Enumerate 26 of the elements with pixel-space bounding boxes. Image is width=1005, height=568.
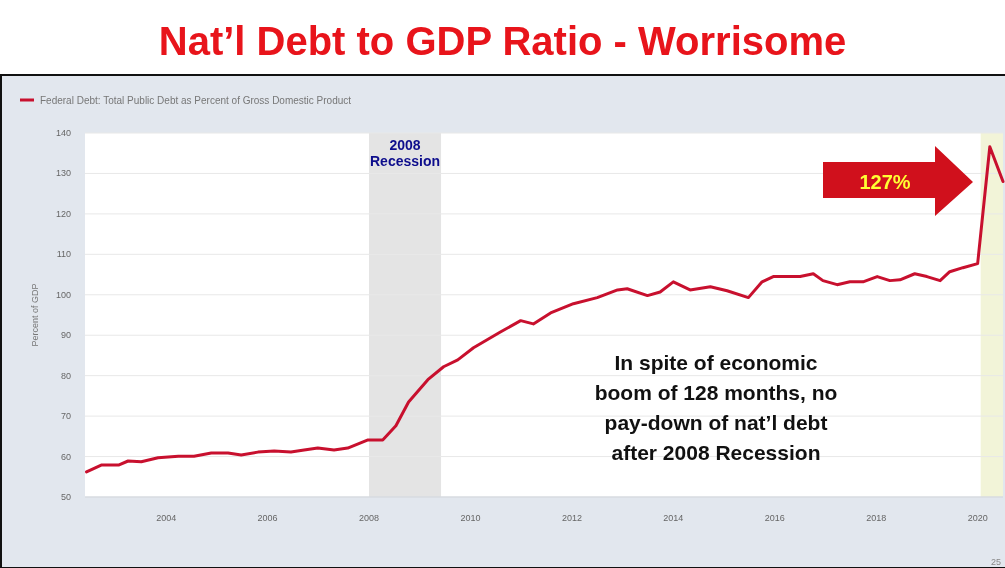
band-label: 2008 Recession: [370, 137, 441, 169]
y-tick-label: 90: [60, 330, 71, 341]
legend-label: Federal Debt: Total Public Debt as Percent of Gross Domestic Product: [40, 95, 352, 106]
x-tick-label: 2010: [460, 513, 481, 523]
y-tick-label: 120: [55, 208, 71, 219]
x-tick-label: 2004: [156, 513, 177, 523]
y-tick-label: 70: [60, 411, 71, 422]
y-tick-label: 130: [55, 168, 71, 179]
y-tick-label: 100: [55, 289, 71, 300]
y-tick-label: 110: [56, 249, 71, 260]
y-axis-title: Percent of GDP: [30, 283, 40, 347]
x-tick-label: 2006: [257, 513, 278, 523]
text: 25: [990, 557, 1001, 567]
x-tick-label: 2016: [764, 513, 785, 523]
chart-title: Nat’l Debt to GDP Ratio - Worrisome: [158, 19, 847, 63]
y-tick-label: 50: [60, 492, 71, 502]
x-tick-label: 2014: [663, 513, 684, 523]
y-tick-label: 80: [60, 370, 71, 381]
y-tick-label: 140: [55, 128, 71, 138]
annotation: In spite of economic boom of 128 months, no pay-down of nat’l debt after 2008 Recession: [594, 351, 838, 464]
y-tick-label: 60: [60, 451, 71, 462]
annotation: 127%: [859, 171, 911, 193]
x-tick-label: 2020: [967, 513, 988, 523]
x-tick-label: 2008: [359, 513, 380, 523]
x-tick-label: 2018: [866, 513, 887, 523]
x-tick-label: 2012: [561, 513, 582, 523]
